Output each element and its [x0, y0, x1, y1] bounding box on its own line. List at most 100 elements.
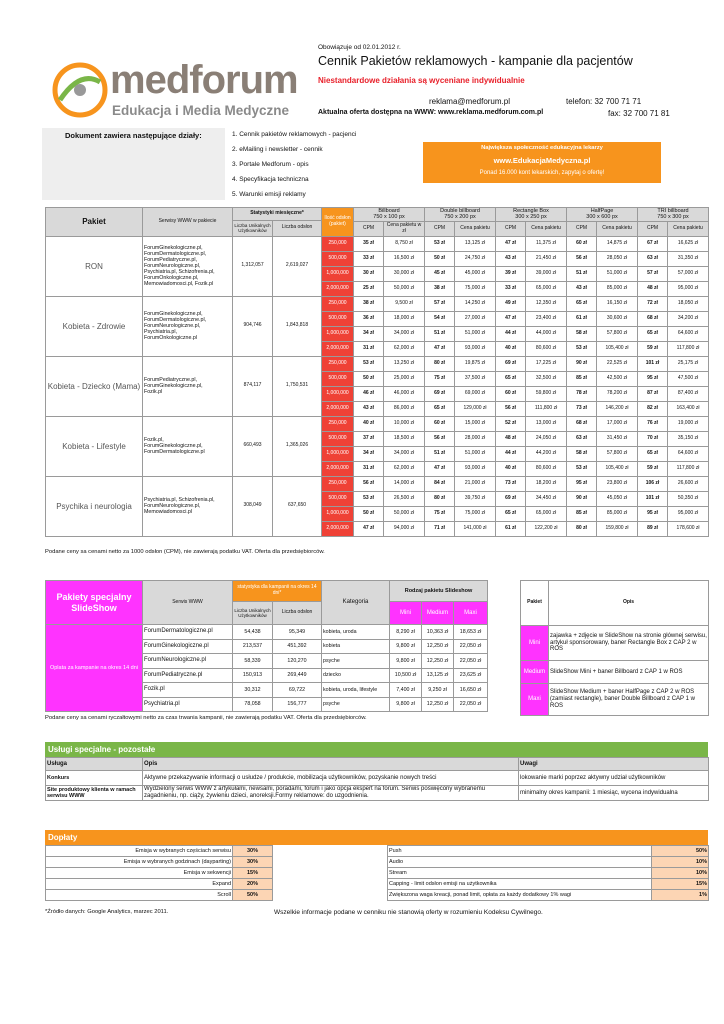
surcharge-row: Scroll 50% Zwiększona waga kreacji, ponad … — [45, 889, 709, 901]
slideshow-row: Oplata za kampanie na okres 14 dni ForumD… — [45, 624, 488, 712]
header-row: Liczba Unikalnych Użytkowników Liczba ods… — [46, 220, 709, 237]
spacer — [272, 867, 388, 879]
surcharge-label: Stream — [387, 867, 652, 879]
price: 13,250 zł — [383, 355, 426, 372]
spacer — [272, 889, 388, 901]
cpm: 58 zł — [566, 445, 598, 462]
cpm: 89 zł — [637, 520, 669, 537]
price: 129,000 zł — [454, 400, 497, 417]
surcharge-value: 15% — [651, 878, 709, 890]
price: 28,000 zł — [454, 430, 497, 447]
format-size: 300 x 250 px — [515, 214, 547, 221]
package-name: Medium — [520, 660, 549, 684]
cpm: 53 zł — [566, 460, 598, 477]
cpm: 56 zł — [566, 250, 598, 267]
header-cell: CPM — [424, 220, 456, 237]
slideshow-cell: 269,449 — [272, 667, 322, 683]
price: 93,000 zł — [454, 460, 497, 477]
slideshow-cell: dziecko — [321, 667, 390, 683]
surcharge-value: 15% — [232, 867, 273, 879]
service-row: Konkurs Aktywne przekazywanie informacji … — [45, 770, 709, 786]
price: 51,000 zł — [454, 325, 497, 342]
header-cell: CPM — [495, 220, 527, 237]
surcharge-label: Emisja w wybranych godzinach (dayparting… — [45, 856, 233, 868]
slideshow-cell: 30,312 — [232, 682, 273, 698]
slideshow-cell: ForumGinekologiczne.pl — [142, 638, 233, 654]
cpm: 40 zł — [495, 460, 527, 477]
slideshow-cell: 18,653 zł — [453, 624, 488, 640]
format-header: Billboard 750 x 100 px — [353, 207, 426, 222]
format-header: TRI billboard 750 x 300 px — [637, 207, 710, 222]
price: 80,600 zł — [525, 340, 568, 357]
slideshow-cell: 16,650 zł — [453, 682, 488, 698]
header-row: Pakiety specjalny SlideShow Serwis WWW sta… — [45, 580, 488, 625]
header-cell: Cena pakietu w zł — [383, 220, 426, 237]
cpm: 60 zł — [424, 415, 456, 432]
cpm: 78 zł — [566, 385, 598, 402]
volume: 2,000,000 — [321, 340, 355, 357]
cpm: 36 zł — [353, 310, 385, 327]
format-name: Billboard — [378, 208, 400, 214]
cpm: 95 zł — [637, 505, 669, 522]
slideshow-cell: 9,800 zł — [389, 638, 422, 654]
price: 57,000 zł — [667, 265, 710, 282]
surcharge-label: Push — [387, 845, 652, 857]
cpm: 31 zł — [353, 340, 385, 357]
volume: 500,000 — [321, 370, 355, 387]
price: 80,600 zł — [525, 460, 568, 477]
slideshow-cell: 23,625 zł — [453, 667, 488, 683]
price-row: 500,000 33 zł 16,500 zł 50 zł 24,750 zł 43 zł… — [46, 250, 710, 267]
volume: 250,000 — [321, 235, 355, 252]
header-cell: Uwagi — [518, 757, 709, 771]
price: 23,400 zł — [525, 310, 568, 327]
cpm: 34 zł — [353, 325, 385, 342]
cpm: 101 zł — [637, 490, 669, 507]
price: 25,000 zł — [383, 370, 426, 387]
package-name: Kobieta - Zdrowie — [45, 295, 143, 357]
slideshow-cell: 451,392 — [272, 638, 322, 654]
slideshow-row: Psychiatria.pl 78,058 156,777 psyche 9,800 z… — [46, 696, 488, 712]
cpm: 75 zł — [424, 505, 456, 522]
cpm: 59 zł — [637, 340, 669, 357]
views: 1,843,818 — [271, 295, 323, 357]
price: 85,000 zł — [596, 505, 639, 522]
contents-item: 4. Specyfikacja techniczna — [232, 176, 309, 183]
site: Psychiatria.pl, Schizofrenia.pl, — [144, 497, 215, 503]
slideshow-cell: 7,400 zł — [389, 682, 422, 698]
email: reklama@medforum.pl — [428, 97, 510, 106]
price: 18,200 zł — [525, 475, 568, 492]
price: 30,600 zł — [596, 310, 639, 327]
surcharge-value: 1% — [651, 889, 709, 901]
site: Psychiatria.pl, Schizofrenia.pl, — [144, 269, 215, 276]
price: 65,000 zł — [525, 505, 568, 522]
service-cell: minimalny okres kampanii: 1 miesiąc, wyc… — [518, 785, 709, 801]
format-name: Double billboard — [440, 208, 480, 214]
surcharge-value: 20% — [232, 878, 273, 890]
cpm: 35 zł — [353, 235, 385, 252]
cpm: 57 zł — [637, 265, 669, 282]
cpm: 37 zł — [353, 430, 385, 447]
header-cell: Kategoria — [321, 580, 390, 625]
slideshow-cell: kobieta, uroda, lifestyle — [321, 682, 390, 698]
cpm: 43 zł — [495, 250, 527, 267]
header-cell: Statystyki miesięczne* — [231, 207, 323, 221]
promo-line: Ponad 16.000 kont lekarskich, zapytaj o … — [479, 170, 605, 176]
contents-item: 2. eMailing i newsletter - cennik — [232, 146, 323, 153]
header-row: Usługa Opis Uwagi — [45, 757, 709, 771]
cpm: 63 zł — [566, 430, 598, 447]
package-sites: Fozik.pl, ForumGinekologiczne.pl, ForumDer… — [142, 415, 233, 477]
slideshow-cell: 9,250 zł — [421, 682, 454, 698]
header-cell: Maxi — [453, 601, 488, 625]
volume: 250,000 — [321, 415, 355, 432]
price-row: 2,000,000 31 zł 62,000 zł 47 zł 93,000 zł 40 … — [46, 340, 710, 357]
site: Fozik.pl, — [144, 437, 164, 443]
cpm: 70 zł — [637, 430, 669, 447]
price: 35,150 zł — [667, 430, 710, 447]
cpm: 72 zł — [637, 295, 669, 312]
site: ForumPediatryczne.pl, — [144, 257, 197, 263]
site: ForumNeurologiczne.pl, — [144, 263, 201, 270]
cpm: 61 zł — [566, 310, 598, 327]
slideshow-cell: 78,058 — [232, 696, 273, 712]
price: 9,500 zł — [383, 295, 426, 312]
promo-line: Największa społeczność edukacyjna lekarz… — [481, 145, 603, 151]
